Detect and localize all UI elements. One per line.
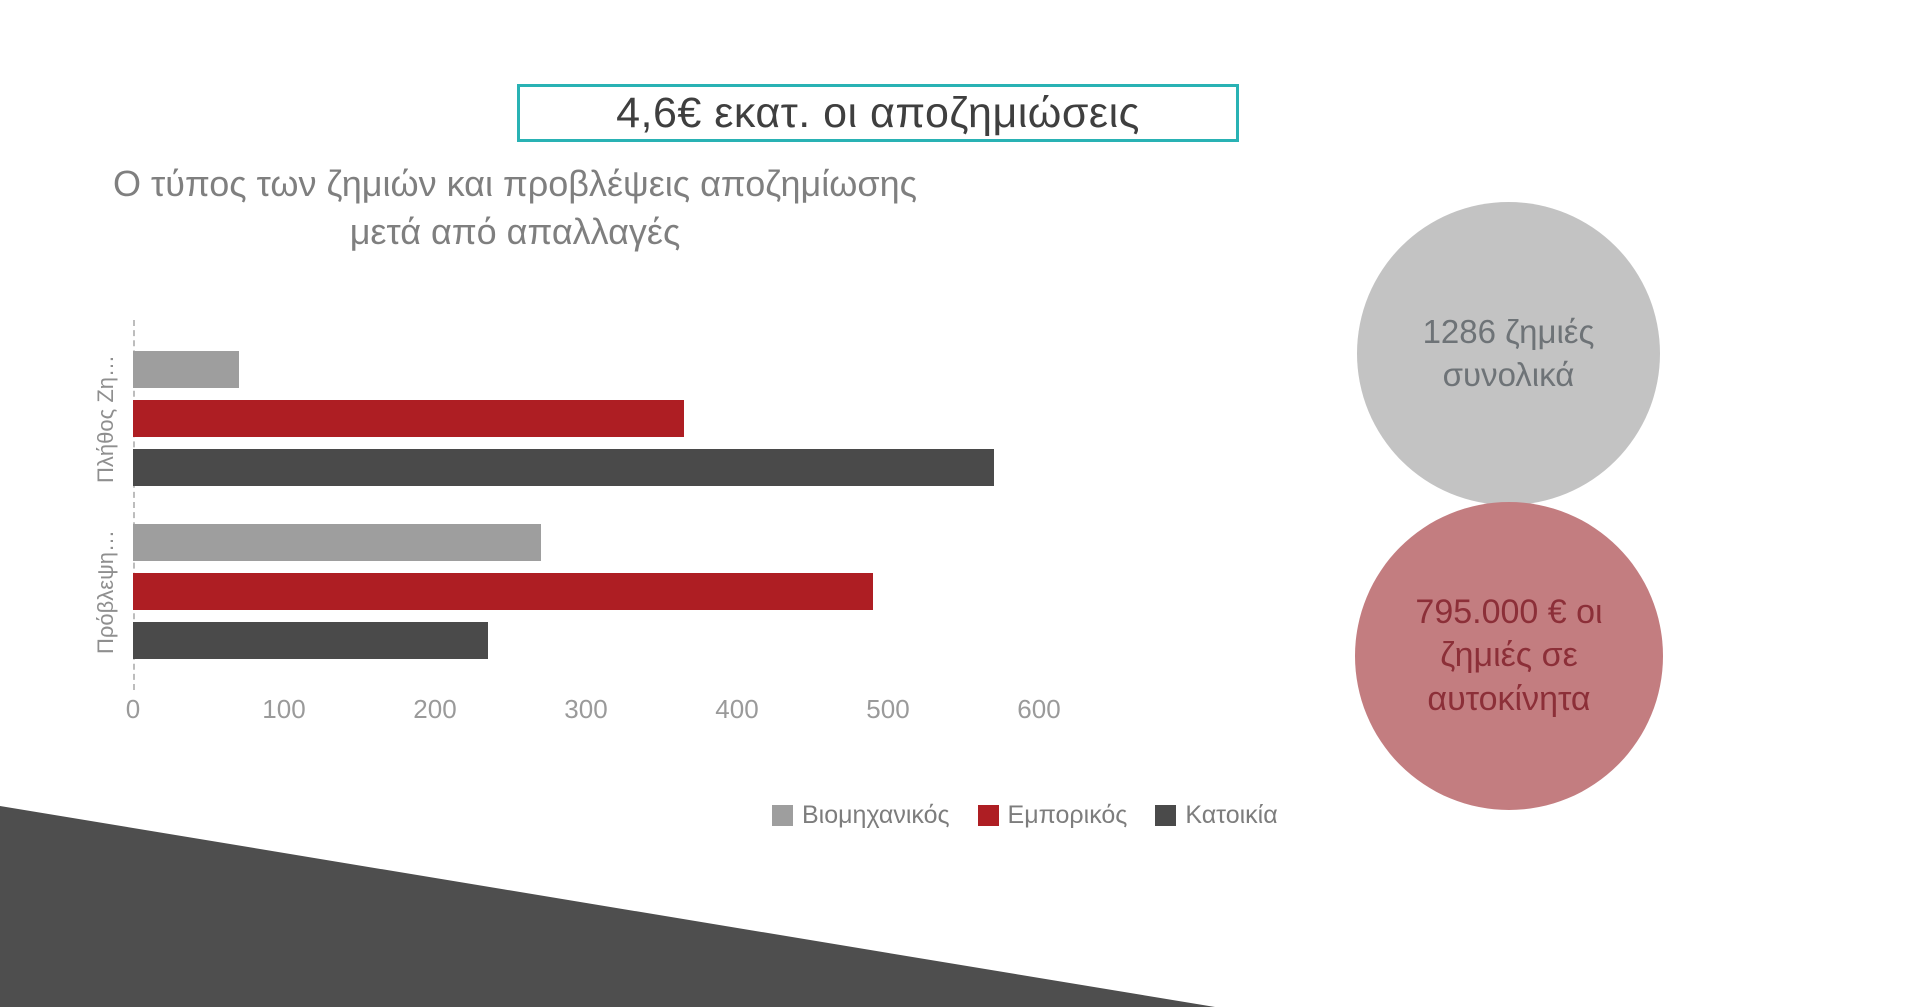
slide-title: 4,6€ εκατ. οι αποζημιώσεις	[616, 88, 1140, 137]
callout-total-claims-line2: συνολικά	[1442, 355, 1575, 393]
callout-total-claims-line1: 1286 ζημιές	[1422, 312, 1595, 350]
chart-title-line2: μετά από απαλλαγές	[349, 210, 681, 252]
x-tick-300: 300	[564, 694, 608, 724]
x-tick-600: 600	[1017, 694, 1061, 724]
chart-legend: Βιομηχανικός Εμπορικός Κατοικία	[772, 801, 1278, 830]
bar-Εμπορικός-2	[133, 573, 873, 610]
callout-car-claims-circle[interactable]: 795.000 € οι ζημιές σε αυτοκίνητα	[1355, 502, 1663, 810]
bar-Κατοικία-1	[133, 449, 994, 486]
x-tick-200: 200	[413, 694, 457, 724]
bar-Βιομηχανικός-1	[133, 351, 239, 388]
callout-total-claims-circle[interactable]: 1286 ζημιές συνολικά	[1357, 202, 1660, 505]
legend-item-Εμπορικός: Εμπορικός	[977, 801, 1128, 830]
y-axis-line	[133, 320, 135, 690]
callout-car-claims-line2: ζημιές σε	[1440, 636, 1578, 675]
chart-title: Ο τύπος των ζημιών και προβλέψεις αποζημ…	[0, 160, 1030, 255]
callout-car-claims-line3: αυτοκίνητα	[1427, 679, 1591, 718]
x-tick-500: 500	[866, 694, 910, 724]
x-tick-0: 0	[125, 694, 141, 724]
legend-item-Κατοικία: Κατοικία	[1155, 801, 1278, 830]
slide-title-box[interactable]: 4,6€ εκατ. οι αποζημιώσεις	[517, 84, 1239, 142]
y-category-label-1: Πλήθος Ζη…	[93, 354, 118, 483]
legend-label: Εμπορικός	[1007, 801, 1128, 829]
callout-car-claims-line1: 795.000 € οι	[1415, 593, 1603, 632]
legend-label: Κατοικία	[1185, 801, 1278, 829]
y-category-label-2: Πρόβλεψη…	[93, 529, 118, 654]
x-tick-400: 400	[715, 694, 759, 724]
bar-Εμπορικός-1	[133, 400, 684, 437]
bar-Βιομηχανικός-2	[133, 524, 541, 561]
legend-swatch-icon	[977, 805, 999, 826]
legend-label: Βιομηχανικός	[802, 801, 950, 829]
chart-title-line1: Ο τύπος των ζημιών και προβλέψεις αποζημ…	[113, 163, 917, 204]
bar-Κατοικία-2	[133, 622, 488, 659]
x-tick-100: 100	[262, 694, 306, 724]
legend-swatch-icon	[1155, 805, 1177, 826]
legend-item-Βιομηχανικός: Βιομηχανικός	[772, 801, 950, 830]
legend-swatch-icon	[772, 805, 793, 826]
